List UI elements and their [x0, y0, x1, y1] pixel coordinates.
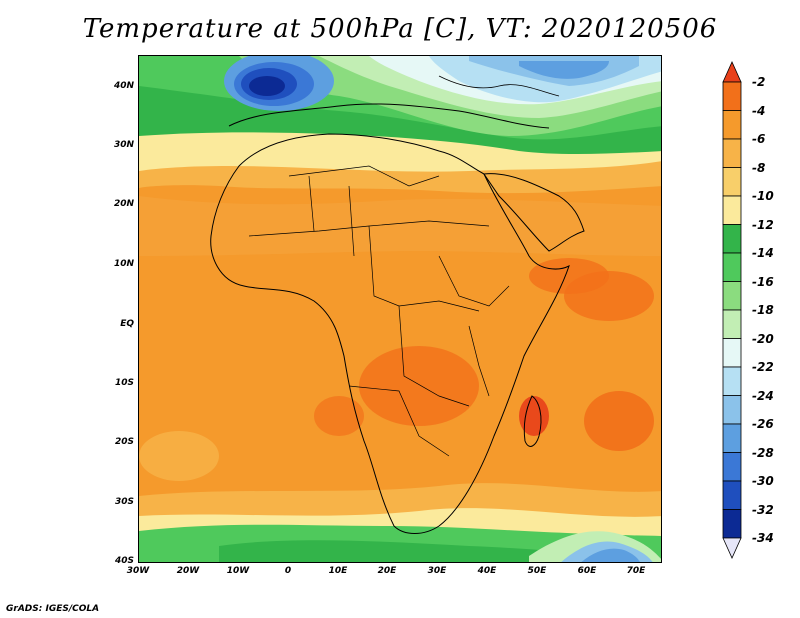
- colorbar-swatch: [722, 366, 742, 396]
- colorbar-label: -8: [752, 160, 766, 175]
- colorbar-swatch: [722, 252, 742, 282]
- colorbar-swatch: [722, 423, 742, 453]
- colorbar-swatch: [722, 224, 742, 254]
- lat-label: 40N: [113, 81, 134, 91]
- map-canvas: [139, 56, 661, 562]
- colorbar-swatch: [722, 509, 742, 539]
- colorbar-label: -28: [752, 445, 774, 460]
- lon-label: 50E: [527, 566, 547, 576]
- lon-label: 40E: [477, 566, 497, 576]
- colorbar-label: -10: [752, 189, 774, 203]
- colorbar-label: -24: [752, 388, 774, 403]
- lon-label: 70E: [626, 566, 646, 576]
- colorbar-swatch: [722, 395, 742, 425]
- lon-label: 0: [284, 566, 292, 576]
- temperature-map: [138, 55, 662, 563]
- colorbar-label: -12: [752, 217, 774, 232]
- colorbar-swatch: [722, 452, 742, 482]
- lon-label: 20E: [377, 566, 397, 576]
- colorbar-swatch: [722, 195, 742, 225]
- colorbar-label: -32: [752, 502, 774, 517]
- lat-label: 30N: [113, 140, 134, 150]
- colorbar-swatch: [722, 480, 742, 510]
- colorbar-swatch: [722, 309, 742, 339]
- lat-label: 10S: [114, 378, 134, 388]
- colorbar-label: -4: [752, 103, 766, 118]
- lon-label: 30E: [427, 566, 447, 576]
- colorbar-swatch: [722, 110, 742, 140]
- lon-label: 10E: [328, 566, 348, 576]
- colorbar-swatch: [722, 167, 742, 197]
- colorbar-label: -34: [752, 531, 774, 545]
- lat-label: 20S: [114, 437, 134, 447]
- map-title: Temperature at 500hPa [C], VT: 202012050…: [82, 14, 718, 44]
- lon-label: 20W: [176, 566, 200, 576]
- colorbar-swatch: [722, 81, 742, 111]
- colorbar-label: -26: [752, 417, 774, 431]
- lon-label: 60E: [577, 566, 597, 576]
- colorbar: [722, 61, 742, 559]
- colorbar-label: -16: [752, 274, 774, 289]
- colorbar-label: -6: [752, 132, 766, 146]
- lat-label: 40S: [114, 556, 134, 566]
- colorbar-top-arrow: [722, 61, 742, 83]
- colorbar-label: -2: [752, 75, 766, 89]
- colorbar-label: -22: [752, 360, 774, 374]
- lat-label: EQ: [120, 319, 134, 329]
- colorbar-swatch: [722, 138, 742, 168]
- lat-label: 20N: [113, 199, 134, 209]
- colorbar-label: -14: [752, 246, 774, 260]
- credit-text: GrADS: IGES/COLA: [6, 604, 100, 614]
- colorbar-swatch: [722, 338, 742, 368]
- lon-label: 30W: [126, 566, 150, 576]
- colorbar-swatch: [722, 281, 742, 311]
- lat-label: 10N: [113, 259, 134, 269]
- colorbar-label: -30: [752, 474, 774, 488]
- colorbar-label: -20: [752, 331, 774, 346]
- lat-label: 30S: [114, 497, 134, 507]
- lon-label: 10W: [226, 566, 250, 576]
- colorbar-label: -18: [752, 303, 774, 317]
- colorbar-bottom-arrow: [722, 537, 742, 559]
